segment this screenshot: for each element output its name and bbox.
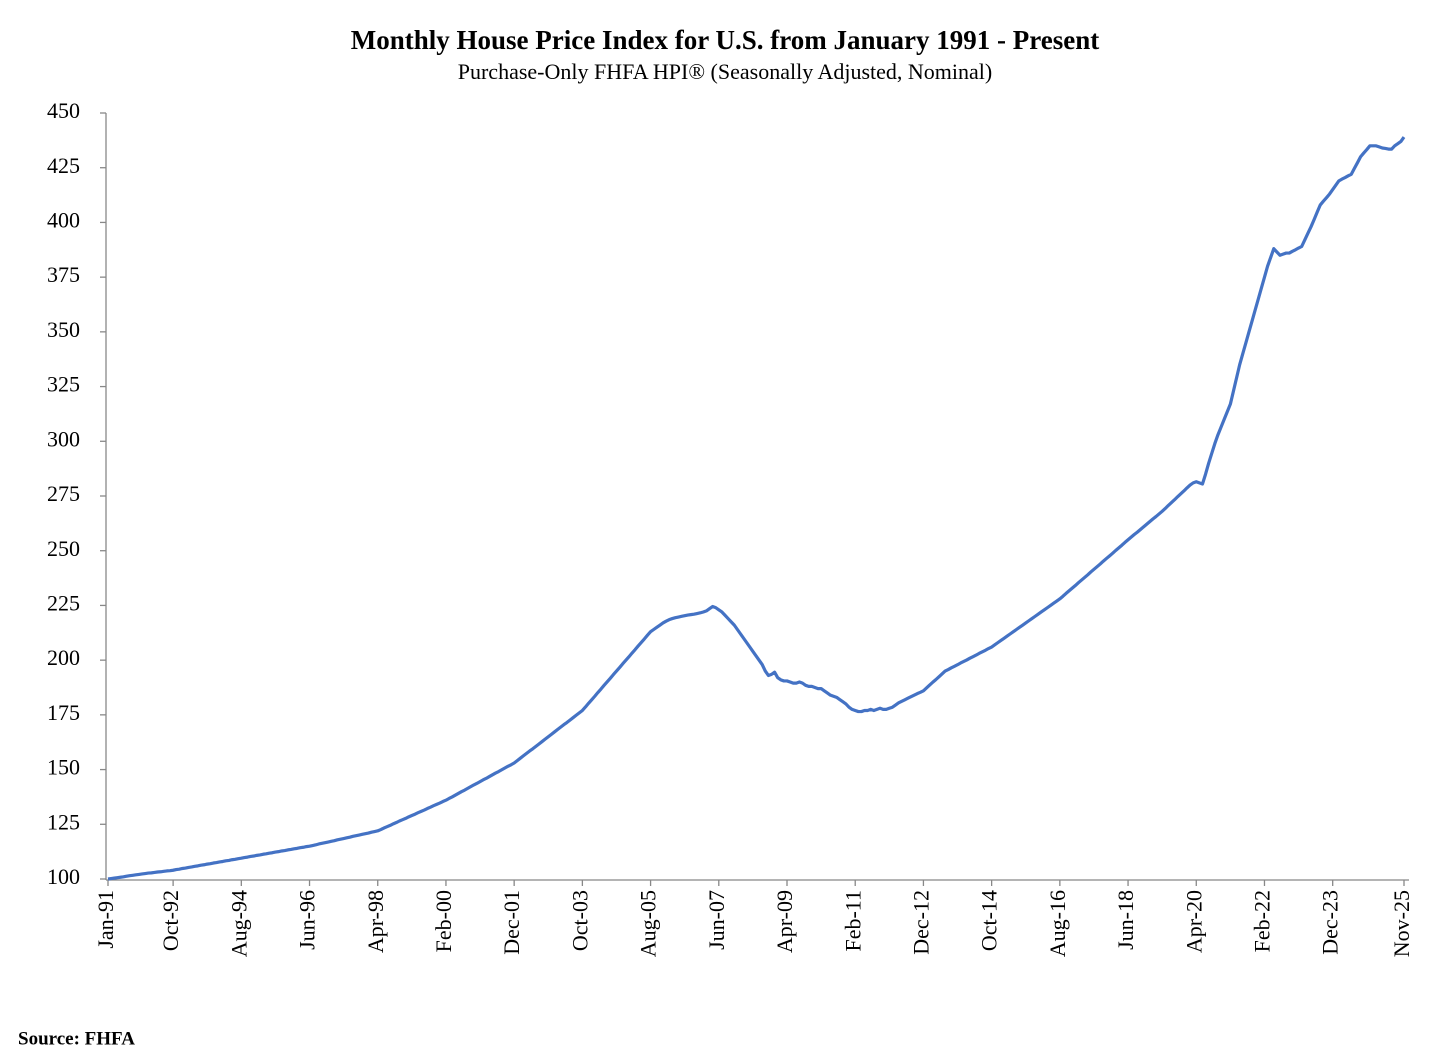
x-tick-label: Feb-11: [840, 890, 865, 952]
x-tick-label: Oct-92: [158, 890, 183, 951]
x-tick-label: Feb-00: [431, 890, 456, 952]
x-tick-label: Aug-94: [226, 890, 251, 957]
y-tick-label: 425: [47, 153, 80, 178]
y-tick-label: 225: [47, 590, 80, 615]
chart-title: Monthly House Price Index for U.S. from …: [351, 25, 1099, 55]
x-tick-label: Jan-91: [93, 890, 118, 949]
y-tick-label: 150: [47, 755, 80, 780]
x-tick-label: Dec-23: [1318, 890, 1343, 955]
y-tick-label: 200: [47, 645, 80, 670]
y-tick-label: 100: [47, 864, 80, 889]
x-tick-label: Apr-20: [1181, 890, 1206, 953]
y-tick-label: 400: [47, 207, 80, 232]
x-tick-label: Apr-09: [772, 890, 797, 953]
y-tick-label: 325: [47, 372, 80, 397]
x-tick-label: Dec-12: [908, 890, 933, 955]
y-tick-label: 350: [47, 317, 80, 342]
price-index-line: [107, 136, 1406, 881]
source-note: Source: FHFA: [18, 1028, 135, 1049]
x-tick-label: Aug-05: [636, 890, 661, 957]
x-tick-label: Oct-03: [567, 890, 592, 951]
y-tick-label: 250: [47, 536, 80, 561]
y-tick-label: 275: [47, 481, 80, 506]
y-tick-label: 175: [47, 700, 80, 725]
y-tick-label: 375: [47, 262, 80, 287]
x-tick-label: Jun-96: [295, 890, 320, 950]
y-tick-label: 300: [47, 426, 80, 451]
x-tick-label: Apr-98: [363, 890, 388, 953]
y-tick-label: 125: [47, 809, 80, 834]
y-tick-label: 450: [47, 98, 80, 123]
x-tick-label: Oct-14: [977, 890, 1002, 951]
x-tick-label: Dec-01: [499, 890, 524, 955]
x-tick-label: Feb-22: [1250, 890, 1275, 952]
x-tick-label: Jun-18: [1113, 890, 1138, 950]
x-tick-label: Jun-07: [704, 890, 729, 950]
chart-subtitle: Purchase-Only FHFA HPI® (Seasonally Adju…: [458, 59, 993, 84]
x-tick-label: Aug-16: [1045, 890, 1070, 957]
x-tick-label: Nov-25: [1389, 890, 1414, 957]
